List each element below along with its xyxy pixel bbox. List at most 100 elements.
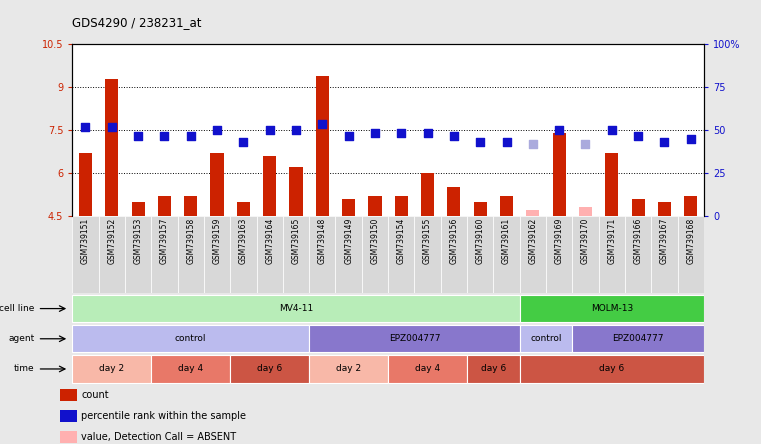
- Point: [132, 132, 144, 139]
- Text: time: time: [14, 365, 34, 373]
- Bar: [132, 202, 145, 216]
- Bar: [520, 295, 704, 322]
- Point: [290, 127, 302, 134]
- Bar: [151, 216, 177, 293]
- Bar: [572, 216, 599, 293]
- Bar: [361, 216, 388, 293]
- Text: GSM739151: GSM739151: [81, 218, 90, 264]
- Point: [263, 127, 275, 134]
- Point: [658, 138, 670, 145]
- Text: control: control: [530, 334, 562, 343]
- Bar: [572, 325, 704, 353]
- Text: day 6: day 6: [257, 365, 282, 373]
- Bar: [342, 198, 355, 216]
- Text: GSM739170: GSM739170: [581, 218, 590, 265]
- Bar: [72, 295, 520, 322]
- Text: GSM739171: GSM739171: [607, 218, 616, 264]
- Point: [422, 129, 434, 136]
- Bar: [500, 196, 513, 216]
- Bar: [105, 79, 119, 216]
- Bar: [309, 325, 520, 353]
- Bar: [231, 216, 256, 293]
- Bar: [677, 216, 704, 293]
- Bar: [184, 196, 197, 216]
- Text: MOLM-13: MOLM-13: [591, 304, 633, 313]
- Text: GSM739152: GSM739152: [107, 218, 116, 264]
- Text: GSM739162: GSM739162: [528, 218, 537, 264]
- Bar: [177, 216, 204, 293]
- Text: GSM739165: GSM739165: [291, 218, 301, 265]
- Point: [527, 141, 539, 148]
- Point: [342, 132, 355, 139]
- Text: GSM739159: GSM739159: [212, 218, 221, 265]
- Text: GSM739155: GSM739155: [423, 218, 432, 265]
- Bar: [72, 355, 151, 383]
- Text: GSM739169: GSM739169: [555, 218, 564, 265]
- Bar: [467, 355, 520, 383]
- Text: GSM739161: GSM739161: [502, 218, 511, 264]
- Bar: [388, 355, 467, 383]
- Point: [79, 124, 91, 131]
- Text: day 6: day 6: [599, 365, 625, 373]
- Text: percentile rank within the sample: percentile rank within the sample: [81, 411, 247, 421]
- Bar: [125, 216, 151, 293]
- Bar: [60, 410, 77, 422]
- Bar: [632, 198, 645, 216]
- Bar: [368, 196, 381, 216]
- Bar: [72, 325, 309, 353]
- Point: [447, 132, 460, 139]
- Text: MV4-11: MV4-11: [279, 304, 313, 313]
- Bar: [520, 355, 704, 383]
- Text: GSM739164: GSM739164: [265, 218, 274, 265]
- Point: [685, 135, 697, 142]
- Point: [606, 127, 618, 134]
- Text: EPZ004777: EPZ004777: [613, 334, 664, 343]
- Point: [579, 141, 591, 148]
- Bar: [447, 187, 460, 216]
- Bar: [579, 207, 592, 216]
- Text: GSM739166: GSM739166: [634, 218, 642, 265]
- Point: [237, 138, 250, 145]
- Text: count: count: [81, 390, 109, 400]
- Bar: [467, 216, 493, 293]
- Bar: [60, 431, 77, 444]
- Text: GSM739149: GSM739149: [344, 218, 353, 265]
- Point: [185, 132, 197, 139]
- Point: [553, 127, 565, 134]
- Bar: [388, 216, 415, 293]
- Point: [106, 124, 118, 131]
- Point: [501, 138, 513, 145]
- Bar: [309, 216, 336, 293]
- Point: [395, 129, 407, 136]
- Text: EPZ004777: EPZ004777: [389, 334, 440, 343]
- Bar: [599, 216, 625, 293]
- Text: cell line: cell line: [0, 304, 34, 313]
- Bar: [336, 216, 361, 293]
- Text: agent: agent: [8, 334, 34, 343]
- Text: GDS4290 / 238231_at: GDS4290 / 238231_at: [72, 16, 202, 29]
- Point: [158, 132, 170, 139]
- Bar: [231, 355, 309, 383]
- Bar: [211, 153, 224, 216]
- Point: [369, 129, 381, 136]
- Bar: [658, 202, 671, 216]
- Text: GSM739153: GSM739153: [134, 218, 142, 265]
- Text: day 4: day 4: [178, 365, 203, 373]
- Bar: [283, 216, 309, 293]
- Bar: [72, 216, 99, 293]
- Bar: [289, 167, 303, 216]
- Text: day 2: day 2: [99, 365, 124, 373]
- Bar: [237, 202, 250, 216]
- Bar: [421, 173, 435, 216]
- Text: GSM739157: GSM739157: [160, 218, 169, 265]
- Bar: [493, 216, 520, 293]
- Bar: [441, 216, 467, 293]
- Bar: [263, 156, 276, 216]
- Bar: [395, 196, 408, 216]
- Bar: [79, 153, 92, 216]
- Bar: [60, 389, 77, 401]
- Bar: [520, 216, 546, 293]
- Bar: [625, 216, 651, 293]
- Text: GSM739150: GSM739150: [371, 218, 380, 265]
- Bar: [684, 196, 697, 216]
